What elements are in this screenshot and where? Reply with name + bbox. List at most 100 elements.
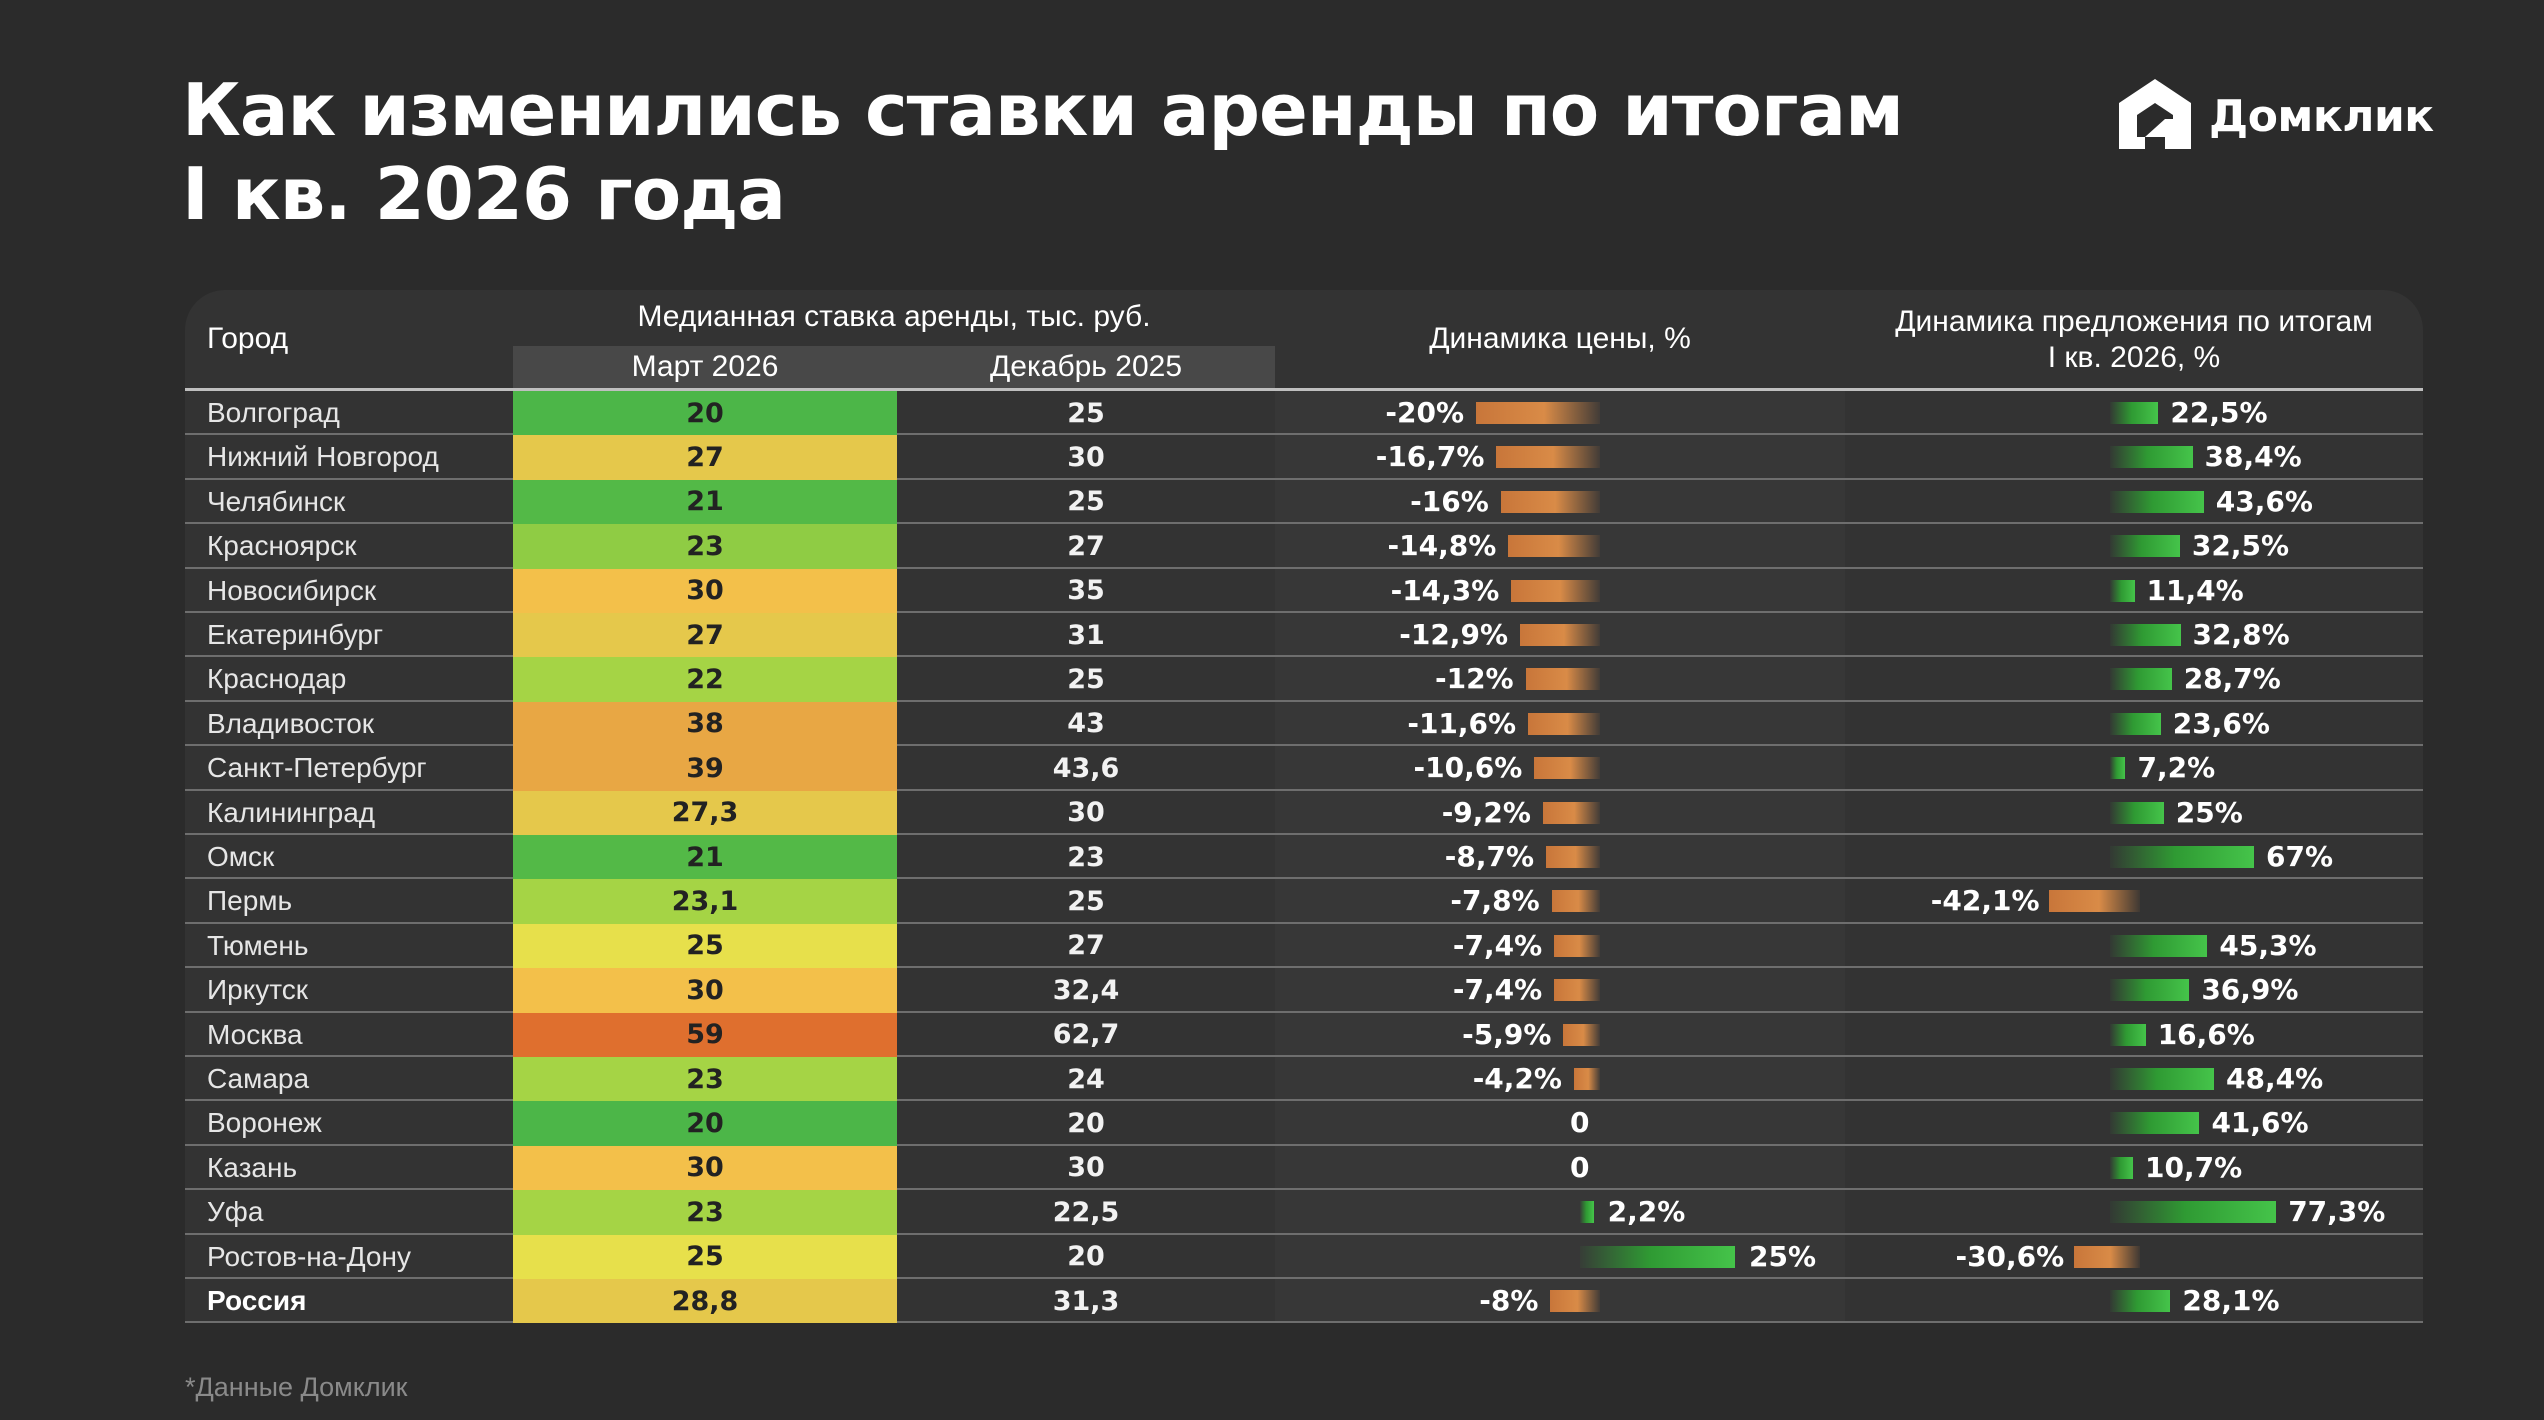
supply-dynamics-label: 28,1% xyxy=(2182,1284,2280,1317)
december-2025-value: 25 xyxy=(1067,397,1105,429)
row-divider xyxy=(185,1099,2423,1102)
row-divider xyxy=(185,566,2423,569)
row-divider xyxy=(185,699,2423,702)
price-dynamics-label: 2,2% xyxy=(1607,1195,1686,1229)
city-name: Омск xyxy=(207,841,275,872)
price-dynamics-label: -7,4% xyxy=(1452,973,1543,1007)
supply-dynamics-label: 25% xyxy=(2175,795,2243,829)
city-name: Новосибирск xyxy=(207,574,377,606)
december-2025-value: 31 xyxy=(1067,619,1105,651)
table-row: Челябинск 21 25 -16% 43,6% xyxy=(185,479,2423,525)
row-divider xyxy=(185,921,2423,924)
table-row: Новосибирск 30 35 -14,3% 11,4% xyxy=(185,568,2423,613)
city-name: Нижний Новгород xyxy=(207,441,439,473)
table-row: Санкт-Петербург 39 43,6 -10,6% 7,2% xyxy=(185,746,2423,791)
supply-dynamics-label: 77,3% xyxy=(2288,1195,2386,1229)
city-name: Екатеринбург xyxy=(207,619,384,650)
row-divider xyxy=(185,655,2423,658)
city-name: Калининград xyxy=(207,796,376,828)
table-row: Нижний Новгород 27 30 -16,7% 38,4% xyxy=(185,435,2423,480)
december-2025-value: 27 xyxy=(1067,930,1105,962)
supply-dynamics-bar xyxy=(2110,801,2164,824)
supply-dynamics-label: 11,4% xyxy=(2146,573,2244,607)
header-divider xyxy=(185,388,2423,391)
row-divider xyxy=(185,522,2423,525)
city-name: Ростов-на-Дону xyxy=(207,1240,411,1272)
december-2025-value: 43 xyxy=(1067,708,1105,740)
row-divider xyxy=(185,877,2423,880)
march-2026-value: 23 xyxy=(513,1057,897,1102)
price-dynamics-label: -14,3% xyxy=(1390,573,1500,607)
december-2025-value: 27 xyxy=(1067,530,1105,562)
row-divider xyxy=(185,1054,2423,1057)
supply-dynamics-bar xyxy=(2110,402,2159,424)
city-name: Волгоград xyxy=(207,397,340,428)
supply-dynamics-bar xyxy=(2110,1201,2277,1224)
march-2026-value: 22 xyxy=(513,657,897,702)
march-2026-value: 27 xyxy=(513,613,897,658)
row-divider xyxy=(185,832,2423,835)
row-divider xyxy=(185,744,2423,747)
march-2026-value: 27 xyxy=(513,435,897,480)
december-2025-value: 30 xyxy=(1067,1152,1105,1184)
row-divider xyxy=(185,1010,2423,1013)
price-dynamics-bar xyxy=(1508,535,1600,558)
price-dynamics-label: -8% xyxy=(1479,1284,1539,1317)
supply-dynamics-bar xyxy=(2110,1156,2133,1179)
supply-dynamics-label: 10,7% xyxy=(2145,1150,2243,1184)
supply-dynamics-bar xyxy=(2049,890,2140,913)
march-2026-value: 30 xyxy=(513,568,897,613)
december-2025-value: 43,6 xyxy=(1052,752,1120,784)
header-march-2026: Март 2026 xyxy=(513,346,897,388)
march-2026-value: 20 xyxy=(513,1101,897,1146)
supply-dynamics-label: 36,9% xyxy=(2201,973,2299,1007)
price-dynamics-bar xyxy=(1580,1201,1594,1224)
price-dynamics-label: -8,7% xyxy=(1444,840,1535,873)
city-name: Уфа xyxy=(207,1196,264,1228)
december-2025-value: 24 xyxy=(1067,1063,1105,1095)
price-dynamics-label: -16,7% xyxy=(1375,440,1485,474)
city-name: Воронеж xyxy=(207,1107,322,1139)
supply-dynamics-label: 48,4% xyxy=(2226,1062,2324,1095)
price-dynamics-bar xyxy=(1528,712,1600,735)
december-2025-value: 20 xyxy=(1067,1108,1105,1140)
december-2025-value: 25 xyxy=(1067,886,1105,918)
domclick-logo-icon xyxy=(2119,79,2191,149)
march-2026-value: 25 xyxy=(513,923,897,969)
table-row: Тюмень 25 27 -7,4% 45,3% xyxy=(185,923,2423,969)
december-2025-value: 25 xyxy=(1067,664,1105,696)
price-dynamics-label: -20% xyxy=(1385,396,1464,429)
price-dynamics-label: -12% xyxy=(1434,662,1514,696)
price-dynamics-label: -10,6% xyxy=(1413,751,1523,785)
row-divider xyxy=(185,1321,2423,1324)
price-dynamics-bar xyxy=(1550,1290,1600,1312)
march-2026-value: 38 xyxy=(513,701,897,747)
price-dynamics-bar xyxy=(1500,490,1600,513)
price-dynamics-label: -16% xyxy=(1410,484,1489,518)
brand-name: Домклик xyxy=(2209,90,2434,142)
table-row: Пермь 23,1 25 -7,8% -42,1% xyxy=(185,879,2423,924)
supply-dynamics-label: 41,6% xyxy=(2211,1106,2309,1140)
supply-dynamics-label: 23,6% xyxy=(2172,706,2270,740)
december-2025-value: 31,3 xyxy=(1052,1285,1120,1317)
march-2026-value: 23 xyxy=(513,524,897,569)
row-divider xyxy=(185,1143,2423,1146)
price-dynamics-label: -11,6% xyxy=(1407,706,1517,740)
table-row: Иркутск 30 32,4 -7,4% 36,9% xyxy=(185,968,2423,1013)
supply-dynamics-bar xyxy=(2074,1245,2140,1268)
price-dynamics-label: -9,2% xyxy=(1441,795,1531,829)
december-2025-value: 32,4 xyxy=(1052,974,1120,1006)
price-dynamics-label: 0 xyxy=(1570,1150,1590,1184)
march-2026-value: 21 xyxy=(513,835,897,880)
price-dynamics-bar xyxy=(1580,1245,1735,1268)
supply-dynamics-bar xyxy=(2110,1112,2200,1135)
december-2025-value: 25 xyxy=(1067,486,1105,518)
march-2026-value: 30 xyxy=(513,1145,897,1191)
city-name: Казань xyxy=(207,1151,298,1183)
march-2026-value: 28,8 xyxy=(513,1279,897,1324)
header-city: Город xyxy=(207,322,289,355)
header-supply-line-2: I кв. 2026, % xyxy=(2047,341,2221,374)
march-2026-value: 25 xyxy=(513,1234,897,1279)
price-dynamics-label: 0 xyxy=(1570,1106,1590,1140)
table-row: Екатеринбург 27 31 -12,9% 32,8% xyxy=(185,613,2423,658)
